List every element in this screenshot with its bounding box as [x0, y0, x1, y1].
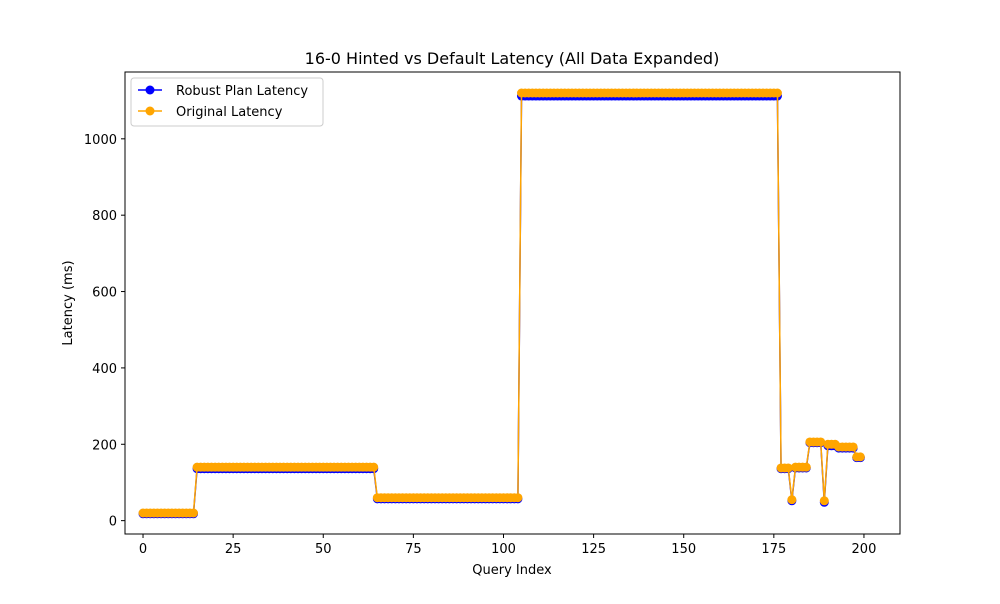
x-tick-label-1: 25 [225, 542, 242, 557]
series-1-point-188 [816, 437, 826, 447]
series-1-point-180 [787, 495, 797, 505]
plot-frame [124, 71, 901, 535]
x-tick-label-3: 75 [405, 542, 422, 557]
y-axis-ticks: 0 200 400 600 800 1000 [84, 133, 125, 530]
series-1-point-64 [369, 462, 379, 472]
series-1-point-199 [855, 452, 865, 462]
series-1-point-189 [819, 496, 829, 506]
y-tick-label-2: 400 [92, 362, 117, 377]
y-tick-label-5: 1000 [84, 133, 117, 148]
legend-label-original: Original Latency [176, 105, 283, 120]
series-1 [138, 88, 865, 518]
series-1-point-176 [772, 88, 782, 98]
x-tick-label-2: 50 [315, 542, 332, 557]
x-tick-label-8: 200 [852, 542, 877, 557]
legend-marker-original [145, 106, 155, 116]
x-tick-label-7: 175 [761, 542, 786, 557]
y-tick-label-3: 600 [92, 286, 117, 301]
legend: Robust Plan Latency Original Latency [130, 77, 324, 127]
series-1-point-179 [783, 463, 793, 473]
chart-title: 16-0 Hinted vs Default Latency (All Data… [305, 49, 720, 68]
x-tick-label-5: 125 [581, 542, 606, 557]
series-layer [138, 88, 865, 519]
y-axis-label: Latency (ms) [61, 260, 76, 345]
legend-marker-robust [145, 85, 155, 95]
y-tick-label-0: 0 [109, 515, 117, 530]
plot-area [125, 72, 900, 534]
x-tick-label-6: 150 [671, 542, 696, 557]
series-1-point-184 [801, 462, 811, 472]
legend-frame [130, 77, 324, 127]
x-axis-ticks: 0 25 50 75 100 125 150 175 200 [139, 534, 876, 557]
x-tick-label-0: 0 [139, 542, 147, 557]
x-tick-label-4: 100 [491, 542, 516, 557]
y-tick-label-1: 200 [92, 438, 117, 453]
series-1-point-14 [188, 508, 198, 518]
x-axis-label: Query Index [472, 563, 552, 578]
series-1-point-104 [513, 493, 523, 503]
series-1-point-197 [848, 442, 858, 452]
legend-label-robust: Robust Plan Latency [176, 84, 308, 99]
y-tick-label-4: 800 [92, 209, 117, 224]
